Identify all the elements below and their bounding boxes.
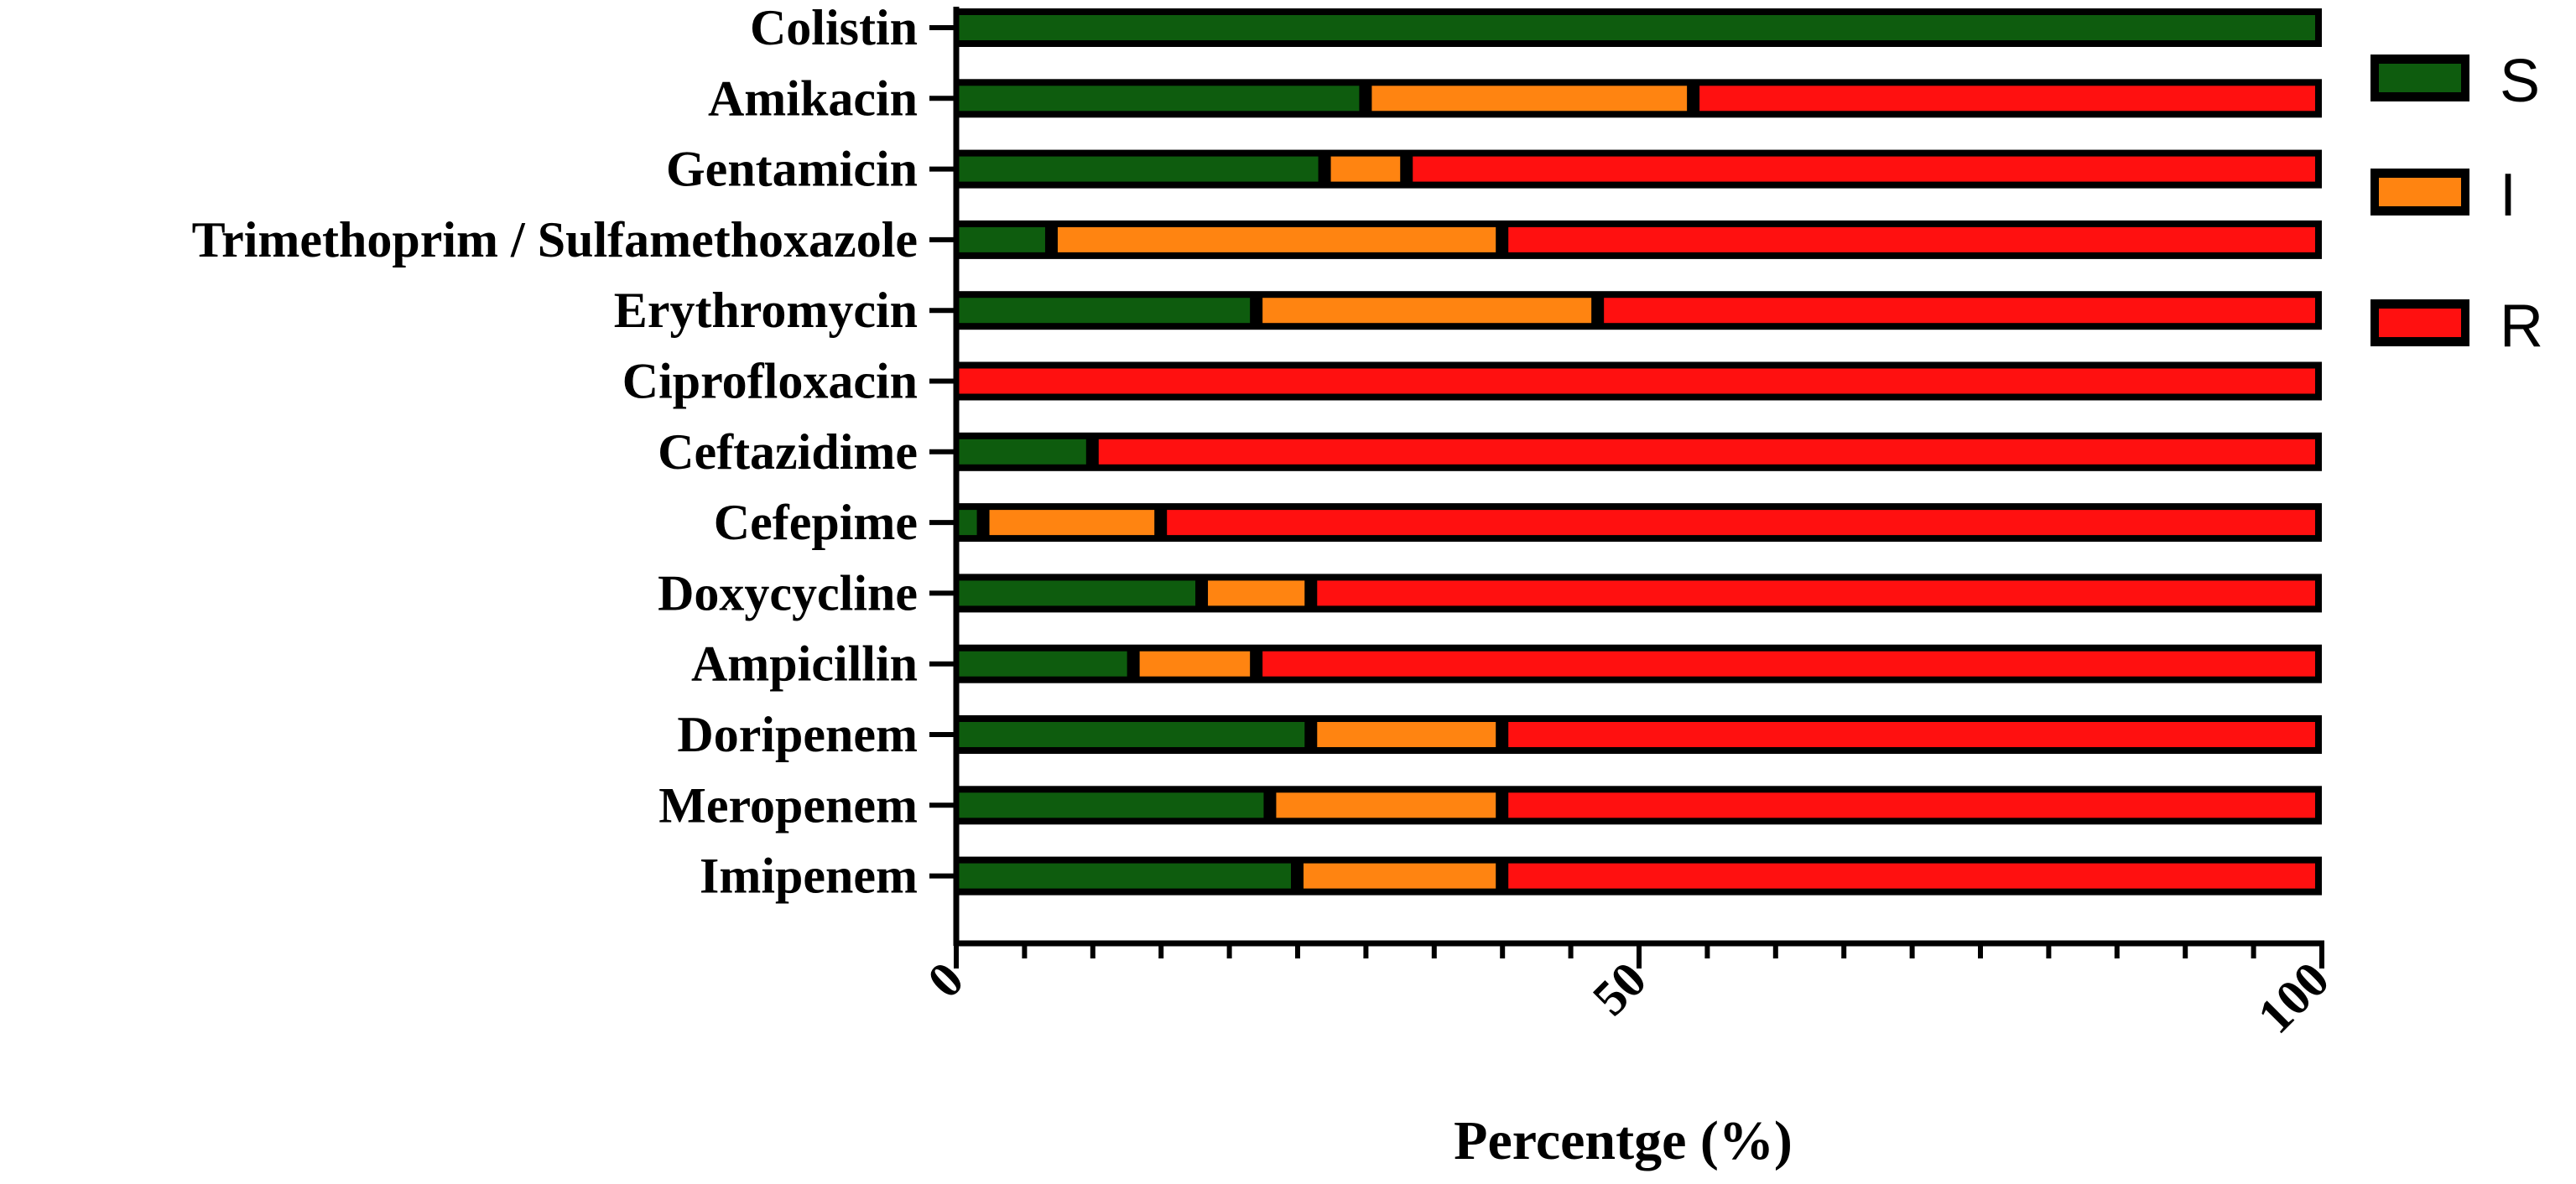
bar-segment-r	[1508, 792, 2315, 818]
bar-segment-s	[958, 510, 977, 536]
category-label: Trimethoprim / Sulfamethoxazole	[192, 212, 918, 267]
bar-segment-s	[958, 863, 1291, 889]
category-label: Ceftazidime	[658, 424, 918, 480]
bar-segment-i	[1262, 298, 1592, 324]
x-tick-label: 0	[917, 952, 974, 1009]
legend-swatch-i	[2379, 178, 2461, 206]
bar-segment-s	[958, 792, 1264, 818]
bar-segment-i	[1057, 226, 1496, 252]
bar-segment-r	[1262, 651, 2315, 677]
bar-segment-i	[1304, 863, 1496, 889]
bar-segment-r	[1604, 298, 2315, 324]
bar-segment-r	[1098, 439, 2315, 465]
bar-segment-r	[1167, 510, 2315, 536]
bar-segment-s	[958, 156, 1319, 182]
bar-segment-s	[958, 298, 1251, 324]
category-label: Amikacin	[708, 70, 918, 126]
category-label: Gentamicin	[666, 142, 918, 197]
bar-segment-i	[1371, 86, 1688, 112]
legend-label-r: R	[2500, 293, 2543, 360]
bar-segment-r	[1413, 156, 2315, 182]
bar-segment-s	[958, 15, 2315, 40]
x-tick-label: 50	[1582, 952, 1657, 1026]
bar-segment-s	[958, 580, 1196, 606]
bars-layer	[956, 8, 2322, 896]
x-axis-title: Percentge (%)	[1454, 1110, 1793, 1171]
legend-label-s: S	[2500, 48, 2540, 115]
bar-segment-r	[1508, 226, 2315, 252]
bar-segment-s	[958, 439, 1086, 465]
legend: SIR	[2370, 48, 2543, 360]
category-label: Imipenem	[700, 849, 918, 904]
bar-segment-r	[1508, 722, 2315, 747]
axes-layer	[929, 7, 2324, 968]
bar-segment-r	[1317, 580, 2315, 606]
bar-segment-i	[989, 510, 1155, 536]
bar-segment-i	[1139, 651, 1251, 677]
category-label: Cefepime	[714, 495, 918, 550]
category-label: Erythromycin	[614, 283, 918, 338]
bar-segment-s	[958, 722, 1305, 747]
bar-segment-s	[958, 226, 1045, 252]
bar-segment-i	[1317, 722, 1496, 747]
legend-swatch-s	[2379, 64, 2461, 92]
bar-segment-i	[1208, 580, 1305, 606]
x-tick-label: 100	[2247, 952, 2339, 1044]
category-label: Ampicillin	[691, 636, 918, 692]
bar-segment-r	[1508, 863, 2315, 889]
legend-label-i: I	[2500, 162, 2516, 229]
category-label: Ciprofloxacin	[622, 354, 918, 409]
bar-segment-r	[1699, 86, 2315, 112]
bar-segment-i	[1330, 156, 1401, 182]
bar-segment-s	[958, 86, 1360, 112]
category-label: Colistin	[750, 0, 918, 55]
bar-segment-s	[958, 651, 1127, 677]
legend-swatch-r	[2379, 309, 2461, 337]
category-label: Meropenem	[658, 777, 918, 833]
bar-segment-i	[1276, 792, 1496, 818]
category-label: Doripenem	[677, 707, 918, 762]
category-label: Doxycycline	[658, 565, 918, 621]
bar-segment-r	[958, 368, 2315, 394]
